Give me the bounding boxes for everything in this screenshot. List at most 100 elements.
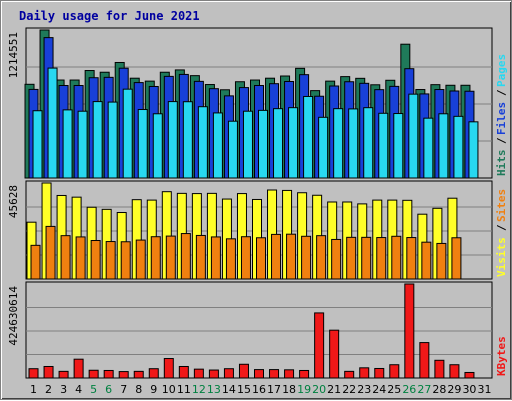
bar-sites-day-7	[120, 241, 131, 280]
bar-kbytes-day-29	[449, 364, 460, 379]
bar-kbytes-day-12	[193, 368, 204, 379]
bar-sites-day-22	[346, 236, 357, 280]
bar-sites-day-10	[165, 235, 176, 280]
bar-pages-day-16	[258, 109, 268, 179]
x-tick-label-day-22: 22	[342, 383, 356, 396]
bar-kbytes-day-20	[314, 312, 325, 379]
bar-kbytes-day-11	[178, 365, 189, 379]
bar-sites-day-12	[195, 234, 206, 280]
bar-sites-day-13	[210, 236, 221, 280]
legend-sites: Sites	[495, 189, 508, 222]
bar-sites-day-27	[421, 241, 432, 280]
bar-pages-day-2	[47, 67, 58, 179]
legend-pages: Pages	[495, 54, 508, 87]
legend-hits: Hits	[495, 150, 508, 177]
bar-sites-day-15	[240, 236, 251, 280]
bar-pages-day-4	[77, 110, 88, 179]
bar-pages-day-3	[62, 109, 73, 179]
x-tick-label-day-31: 31	[477, 383, 491, 396]
bar-sites-day-19	[301, 235, 312, 280]
x-tick-label-day-4: 4	[75, 383, 82, 396]
bar-pages-day-22	[348, 108, 359, 179]
bar-pages-day-29	[453, 115, 464, 179]
bar-sites-day-5	[90, 239, 101, 280]
bar-pages-day-5	[92, 101, 103, 179]
bar-sites-day-14	[225, 238, 236, 280]
bar-pages-day-11	[182, 101, 193, 179]
x-tick-label-day-30: 30	[462, 383, 476, 396]
legend-visits: Visits	[495, 237, 508, 277]
x-tick-label-day-28: 28	[432, 383, 446, 396]
x-tick-label-day-20: 20	[312, 383, 326, 396]
x-tick-label-day-3: 3	[60, 383, 67, 396]
bar-pages-day-15	[242, 110, 253, 179]
bar-kbytes-day-9	[148, 368, 159, 379]
bar-kbytes-day-4	[73, 358, 84, 379]
bar-pages-day-8	[137, 109, 148, 179]
page-title: Daily usage for June 2021	[19, 9, 200, 23]
bar-sites-day-26	[406, 237, 417, 280]
bar-kbytes-day-13	[208, 369, 219, 379]
bar-kbytes-day-19	[299, 369, 310, 379]
bar-pages-day-7	[122, 88, 133, 179]
x-tick-label-day-21: 21	[327, 383, 341, 396]
x-tick-label-day-1: 1	[30, 383, 37, 396]
bar-kbytes-day-22	[344, 370, 355, 379]
legend-separator: /	[495, 137, 508, 144]
bar-pages-day-24	[378, 112, 389, 179]
bar-sites-day-16	[256, 237, 266, 280]
bar-sites-day-17	[271, 233, 282, 280]
bar-sites-day-20	[316, 235, 327, 280]
x-tick-label-day-16: 16	[252, 383, 266, 396]
x-tick-label-day-2: 2	[45, 383, 52, 396]
bar-kbytes-day-17	[269, 369, 280, 379]
bar-pages-day-6	[107, 101, 118, 179]
bar-pages-day-21	[333, 108, 344, 179]
bar-kbytes-day-27	[419, 342, 430, 379]
x-tick-label-day-5: 5	[90, 383, 97, 396]
bar-pages-day-28	[438, 113, 449, 179]
bar-kbytes-day-5	[88, 369, 99, 379]
y-max-label: 1214551	[7, 32, 20, 78]
bar-sites-day-11	[180, 233, 191, 280]
bar-sites-day-3	[60, 235, 71, 280]
bar-kbytes-day-16	[254, 369, 264, 379]
bar-kbytes-day-14	[223, 368, 234, 379]
y-max-label: 424630614	[7, 286, 20, 346]
bar-sites-day-18	[286, 233, 297, 280]
x-tick-label-day-12: 12	[192, 383, 206, 396]
bar-pages-day-25	[393, 113, 404, 179]
bar-pages-day-17	[273, 108, 284, 179]
bar-pages-day-19	[303, 95, 314, 179]
legend-kbytes: KBytes	[495, 336, 508, 376]
bar-kbytes-day-18	[284, 369, 295, 379]
x-tick-label-day-27: 27	[417, 383, 431, 396]
bar-kbytes-day-23	[359, 367, 370, 379]
bar-kbytes-day-21	[329, 329, 340, 379]
x-tick-label-day-15: 15	[237, 383, 251, 396]
bar-sites-day-25	[391, 235, 402, 280]
x-tick-label-day-14: 14	[222, 383, 236, 396]
bar-kbytes-day-3	[58, 370, 69, 379]
bar-sites-day-28	[436, 242, 447, 280]
bar-kbytes-day-10	[163, 358, 174, 379]
bar-pages-day-9	[152, 113, 163, 179]
x-tick-label-day-26: 26	[402, 383, 416, 396]
plot-area	[25, 281, 493, 379]
bar-sites-day-21	[331, 238, 342, 280]
bar-pages-day-27	[423, 117, 434, 179]
bar-kbytes-day-2	[43, 365, 54, 379]
bar-kbytes-day-15	[238, 363, 249, 379]
x-tick-label-day-25: 25	[387, 383, 401, 396]
bar-kbytes-day-1	[28, 368, 39, 379]
legend-separator: /	[495, 224, 508, 231]
bar-sites-day-23	[361, 236, 372, 280]
bar-pages-day-18	[288, 107, 299, 179]
x-tick-label-day-24: 24	[372, 383, 386, 396]
bar-sites-day-29	[451, 237, 462, 280]
legend-files: Files	[495, 102, 508, 135]
bar-kbytes-day-7	[118, 371, 129, 379]
legend-separator: /	[495, 89, 508, 96]
